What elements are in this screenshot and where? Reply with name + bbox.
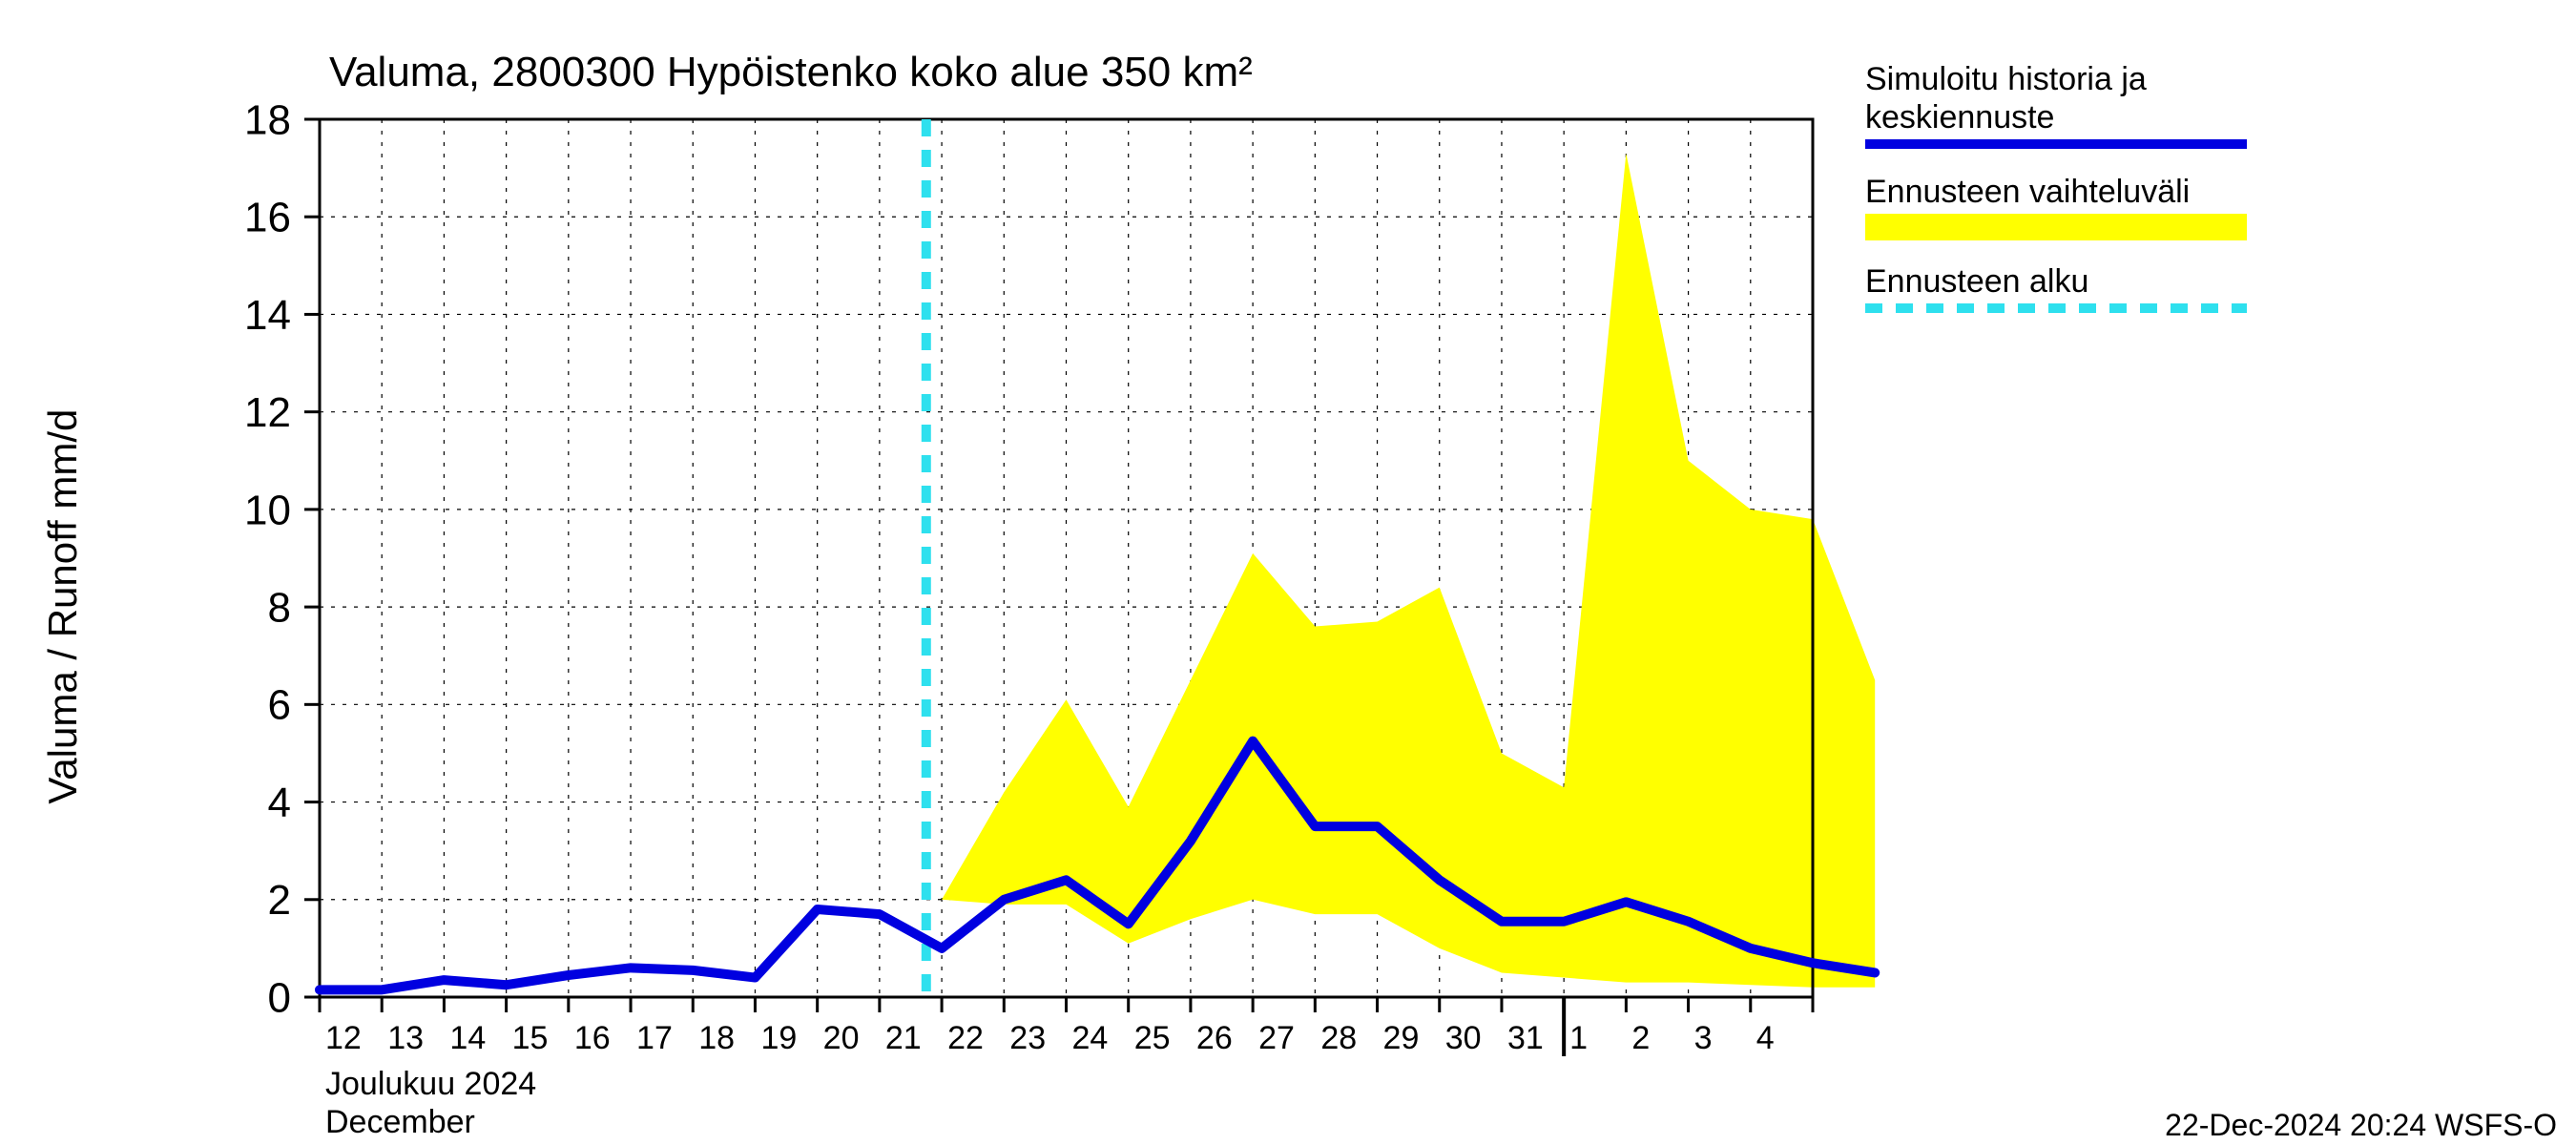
x-tick-label: 24 xyxy=(1072,1020,1109,1056)
chart-title: Valuma, 2800300 Hypöistenko koko alue 35… xyxy=(329,49,1253,95)
x-tick-label: 3 xyxy=(1694,1020,1713,1056)
y-tick-label: 2 xyxy=(268,877,291,924)
y-tick-label: 4 xyxy=(268,780,291,826)
x-tick-label: 12 xyxy=(325,1020,362,1056)
x-tick-label: 14 xyxy=(449,1020,486,1056)
x-tick-label: 30 xyxy=(1445,1020,1482,1056)
legend-label: Simuloitu historia ja xyxy=(1865,61,2147,97)
legend-swatch xyxy=(1865,214,2247,240)
x-tick-label: 23 xyxy=(1009,1020,1046,1056)
y-axis-label: Valuma / Runoff mm/d xyxy=(40,409,85,804)
y-tick-label: 8 xyxy=(268,585,291,632)
x-tick-label: 13 xyxy=(387,1020,424,1056)
x-tick-label: 19 xyxy=(760,1020,797,1056)
y-tick-label: 6 xyxy=(268,682,291,729)
y-tick-label: 0 xyxy=(268,974,291,1021)
runoff-chart: 0246810121416181213141516171819202122232… xyxy=(0,0,2576,1145)
x-tick-label: 27 xyxy=(1258,1020,1295,1056)
x-tick-label: 1 xyxy=(1569,1020,1588,1056)
x-tick-label: 26 xyxy=(1196,1020,1233,1056)
x-tick-label: 29 xyxy=(1383,1020,1420,1056)
x-tick-label: 4 xyxy=(1756,1020,1775,1056)
x-tick-label: 15 xyxy=(512,1020,549,1056)
x-tick-label: 17 xyxy=(636,1020,673,1056)
y-tick-label: 12 xyxy=(244,389,291,436)
x-tick-label: 25 xyxy=(1134,1020,1171,1056)
y-tick-label: 10 xyxy=(244,487,291,533)
x-tick-label: 2 xyxy=(1631,1020,1650,1056)
month-label-fi: Joulukuu 2024 xyxy=(325,1066,536,1102)
chart-container: 0246810121416181213141516171819202122232… xyxy=(0,0,2576,1145)
legend-label: Ennusteen vaihteluväli xyxy=(1865,174,2190,210)
y-tick-label: 16 xyxy=(244,195,291,241)
footer-timestamp: 22-Dec-2024 20:24 WSFS-O xyxy=(2165,1108,2557,1142)
x-tick-label: 22 xyxy=(947,1020,984,1056)
x-tick-label: 16 xyxy=(574,1020,611,1056)
y-tick-label: 18 xyxy=(244,96,291,143)
x-tick-label: 21 xyxy=(885,1020,922,1056)
y-tick-label: 14 xyxy=(244,292,291,339)
x-tick-label: 20 xyxy=(823,1020,860,1056)
x-tick-label: 31 xyxy=(1507,1020,1544,1056)
x-tick-label: 18 xyxy=(698,1020,735,1056)
bg xyxy=(0,0,2576,1145)
x-tick-label: 28 xyxy=(1320,1020,1357,1056)
legend-label: Ennusteen alku xyxy=(1865,263,2088,300)
month-label-en: December xyxy=(325,1104,475,1140)
legend-label: keskiennuste xyxy=(1865,99,2054,135)
